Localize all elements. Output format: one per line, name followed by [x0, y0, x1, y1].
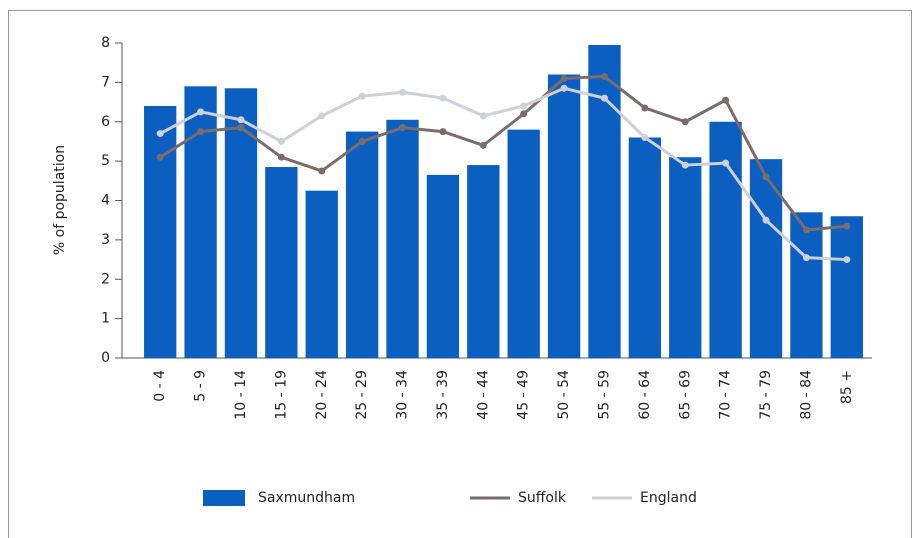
bar [628, 137, 662, 358]
x-tick-label: 25 - 29 [354, 370, 370, 420]
y-tick-label: 0 [101, 350, 110, 366]
bar [386, 119, 419, 358]
line-point [560, 84, 568, 92]
line [159, 86, 847, 262]
line-point [520, 102, 528, 110]
x-tick-label: 15 - 19 [273, 370, 289, 420]
y-tick-label: 2 [101, 271, 110, 287]
line-point [762, 173, 770, 181]
x-tick-label: 10 - 14 [233, 370, 249, 420]
bar [467, 165, 500, 358]
x-tick-label: 0 - 4 [152, 370, 168, 402]
line-point [197, 128, 205, 136]
x-tick-label: 80 - 84 [798, 370, 814, 420]
line-point [479, 112, 487, 120]
bar [588, 44, 621, 358]
y-axis-label: % of population [52, 145, 68, 255]
y-tick-label: 4 [101, 193, 110, 209]
x-tick-label: 5 - 9 [193, 370, 209, 402]
line-point [681, 118, 689, 126]
line-point [479, 141, 487, 149]
line-point [560, 74, 568, 82]
line-point [641, 104, 649, 112]
x-tick-label: 75 - 79 [758, 370, 774, 420]
line-point [399, 88, 407, 96]
x-tick-label: 20 - 24 [314, 370, 330, 420]
line-point [843, 222, 851, 230]
x-tick-label: 55 - 59 [596, 370, 612, 420]
bar [265, 167, 298, 358]
line-point [156, 153, 164, 161]
line-point [277, 153, 285, 161]
legend-label: Suffolk [518, 490, 567, 506]
x-tick-label: 30 - 34 [395, 370, 411, 420]
line-point [762, 216, 770, 224]
legend-swatch [203, 490, 245, 506]
bar [426, 174, 460, 358]
bar [830, 216, 863, 358]
y-tick-label: 8 [101, 35, 110, 51]
bar [345, 131, 379, 358]
bar [507, 129, 540, 358]
line-point [318, 167, 326, 175]
line-point [520, 110, 528, 118]
line-point [237, 116, 245, 124]
line-point [600, 72, 608, 80]
line-point [641, 134, 649, 141]
line-point [802, 254, 810, 262]
line-point [600, 94, 608, 102]
y-tick-label: 7 [101, 74, 110, 90]
chart-frame [8, 10, 912, 538]
x-tick-label: 40 - 44 [475, 370, 491, 420]
line-point [358, 92, 366, 100]
x-tick-label: 70 - 74 [718, 370, 734, 420]
legend-label: England [640, 490, 697, 506]
x-tick-label: 35 - 39 [435, 370, 451, 420]
line-point [802, 226, 810, 234]
x-tick-label: 50 - 54 [556, 370, 572, 420]
x-tick-label: 85 + [839, 370, 855, 404]
line-point [197, 108, 205, 116]
bar [547, 74, 581, 358]
line-point [318, 112, 326, 120]
line-point [439, 128, 447, 136]
bar [305, 190, 338, 358]
bar [749, 159, 783, 358]
y-tick-label: 3 [101, 232, 110, 248]
bar [709, 121, 742, 358]
legend-label: Saxmundham [258, 490, 355, 506]
y-tick-label: 5 [101, 153, 110, 169]
bar [669, 157, 702, 358]
bar [184, 86, 217, 358]
bar [790, 212, 823, 358]
line-point [358, 137, 366, 145]
line-point [843, 256, 851, 264]
x-tick-label: 65 - 69 [677, 370, 693, 420]
bar [224, 88, 258, 358]
y-tick-label: 6 [101, 114, 110, 130]
bar [144, 106, 177, 358]
line-point [277, 137, 285, 145]
line-point [722, 159, 730, 167]
line-point [237, 124, 245, 132]
x-tick-label: 60 - 64 [637, 370, 653, 420]
x-tick-label: 45 - 49 [516, 370, 532, 420]
line-point [399, 124, 407, 132]
line-point [439, 94, 447, 102]
y-tick-label: 1 [101, 311, 110, 327]
line [159, 74, 847, 232]
line-point [681, 161, 689, 169]
line-point [156, 130, 164, 138]
line-point [722, 96, 730, 104]
